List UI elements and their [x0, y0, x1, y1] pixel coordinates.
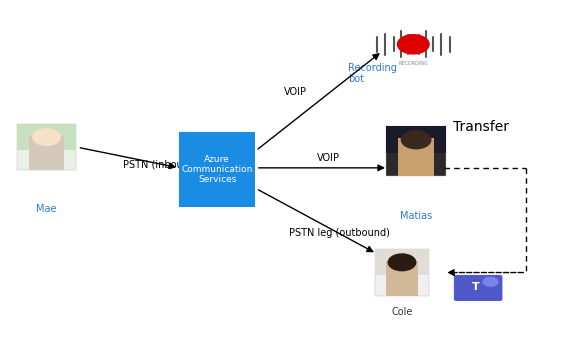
- Circle shape: [388, 254, 416, 271]
- Circle shape: [483, 277, 498, 286]
- FancyBboxPatch shape: [387, 126, 446, 153]
- FancyBboxPatch shape: [386, 261, 418, 296]
- FancyBboxPatch shape: [399, 138, 434, 175]
- Text: PSTN (inbound): PSTN (inbound): [122, 160, 198, 170]
- Text: Matias: Matias: [400, 211, 432, 221]
- Text: RECORDING: RECORDING: [399, 61, 428, 66]
- Text: PSTN leg (outbound): PSTN leg (outbound): [289, 228, 390, 238]
- Circle shape: [401, 131, 431, 149]
- FancyBboxPatch shape: [454, 275, 502, 301]
- FancyBboxPatch shape: [17, 124, 76, 171]
- FancyBboxPatch shape: [29, 136, 64, 171]
- FancyBboxPatch shape: [375, 249, 429, 296]
- Circle shape: [397, 35, 429, 54]
- FancyBboxPatch shape: [179, 132, 255, 207]
- Text: VOIP: VOIP: [284, 87, 307, 97]
- Text: Recording
bot: Recording bot: [348, 63, 397, 84]
- Text: T: T: [472, 282, 480, 292]
- FancyBboxPatch shape: [17, 124, 76, 149]
- FancyBboxPatch shape: [375, 249, 429, 275]
- FancyBboxPatch shape: [387, 126, 446, 175]
- Text: Mae: Mae: [36, 204, 57, 214]
- Text: Azure
Communication
Services: Azure Communication Services: [181, 155, 253, 184]
- Text: Cole: Cole: [391, 307, 413, 317]
- Text: Transfer: Transfer: [453, 120, 509, 134]
- Circle shape: [33, 129, 60, 145]
- Text: VOIP: VOIP: [318, 153, 340, 163]
